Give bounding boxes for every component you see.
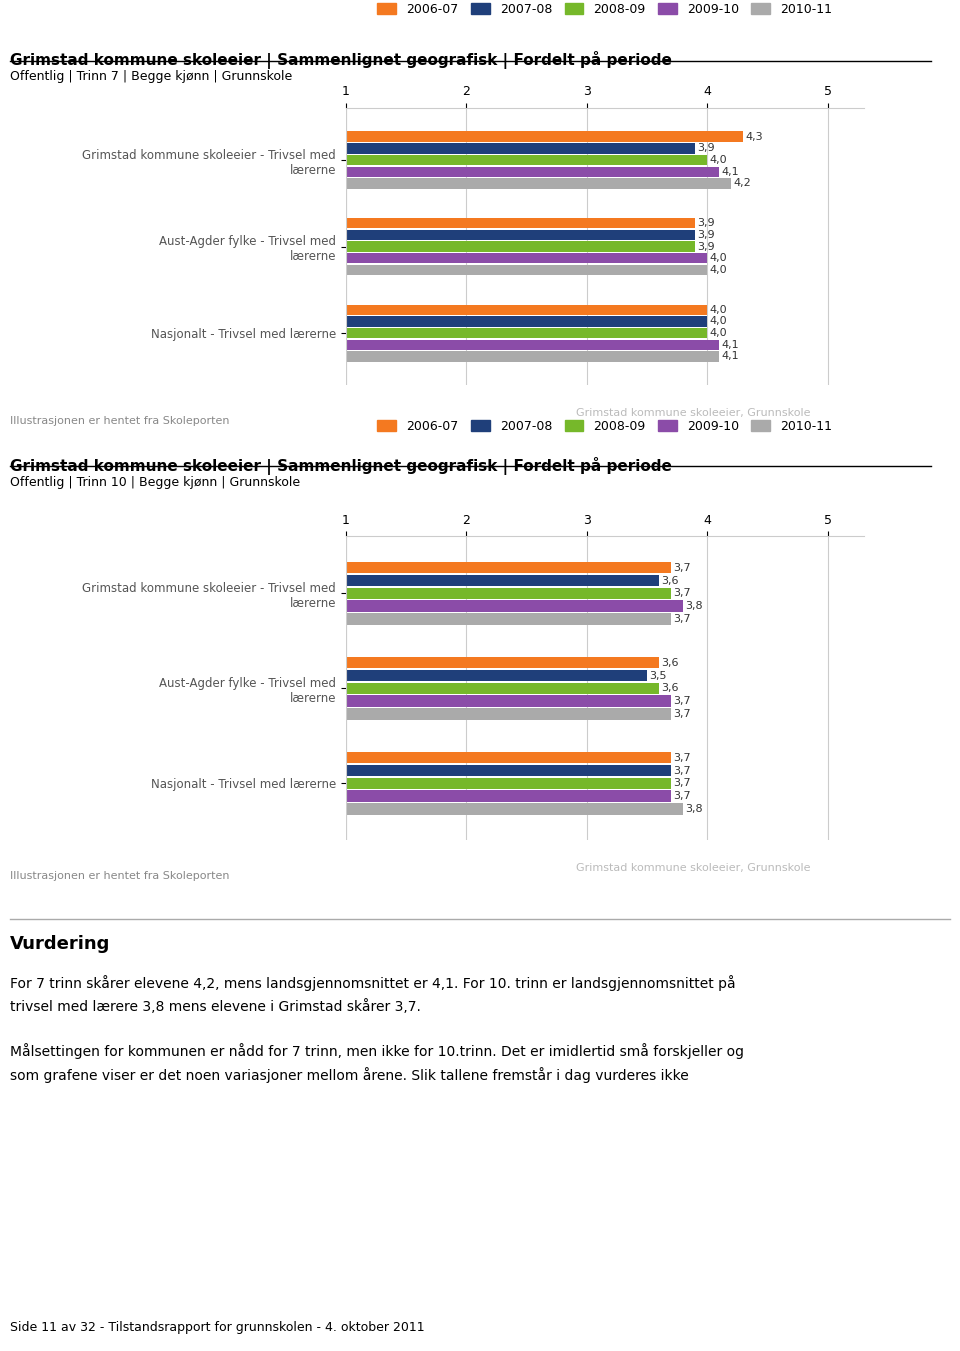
Legend: 2006-07, 2007-08, 2008-09, 2009-10, 2010-11: 2006-07, 2007-08, 2008-09, 2009-10, 2010… <box>372 415 837 438</box>
Bar <box>346 218 695 228</box>
Text: Side 11 av 32 - Tilstandsrapport for grunnskolen - 4. oktober 2011: Side 11 av 32 - Tilstandsrapport for gru… <box>10 1321 424 1335</box>
Bar <box>346 131 743 142</box>
Bar <box>346 574 660 586</box>
Text: Offentlig | Trinn 7 | Begge kjønn | Grunnskole: Offentlig | Trinn 7 | Begge kjønn | Grun… <box>10 70 292 84</box>
Bar <box>346 778 671 789</box>
Text: Offentlig | Trinn 10 | Begge kjønn | Grunnskole: Offentlig | Trinn 10 | Begge kjønn | Gru… <box>10 476 300 489</box>
Text: 4,1: 4,1 <box>722 166 739 177</box>
Text: Grimstad kommune skoleeier | Sammenlignet geografisk | Fordelt på periode: Grimstad kommune skoleeier | Sammenligne… <box>10 51 671 69</box>
Text: 3,8: 3,8 <box>685 601 703 611</box>
Bar <box>346 328 708 338</box>
Text: 3,6: 3,6 <box>661 684 679 693</box>
Text: 4,2: 4,2 <box>733 178 752 188</box>
Text: 3,9: 3,9 <box>698 219 715 228</box>
Text: Vurdering: Vurdering <box>10 935 110 952</box>
Text: Grimstad kommune skoleeier | Sammenlignet geografisk | Fordelt på periode: Grimstad kommune skoleeier | Sammenligne… <box>10 457 671 474</box>
Text: 3,8: 3,8 <box>685 804 703 813</box>
Bar <box>346 708 671 720</box>
Text: Illustrasjonen er hentet fra Skoleporten: Illustrasjonen er hentet fra Skoleporten <box>10 871 229 881</box>
Text: 3,7: 3,7 <box>674 696 691 707</box>
Text: 3,7: 3,7 <box>674 778 691 789</box>
Text: 3,7: 3,7 <box>674 709 691 719</box>
Text: 4,1: 4,1 <box>722 351 739 362</box>
Text: 3,7: 3,7 <box>674 613 691 624</box>
Text: Grimstad kommune skoleeier, Grunnskole: Grimstad kommune skoleeier, Grunnskole <box>576 863 810 873</box>
Bar <box>346 670 647 681</box>
Bar <box>346 682 660 694</box>
Text: 4,1: 4,1 <box>722 340 739 350</box>
Bar <box>346 143 695 154</box>
Bar <box>346 588 671 598</box>
Text: For 7 trinn skårer elevene 4,2, mens landsgjennomsnittet er 4,1. For 10. trinn e: For 7 trinn skårer elevene 4,2, mens lan… <box>10 975 735 1013</box>
Text: 4,0: 4,0 <box>709 316 728 327</box>
Bar <box>346 253 708 263</box>
Text: 3,6: 3,6 <box>661 658 679 667</box>
Text: 3,9: 3,9 <box>698 230 715 240</box>
Text: 3,7: 3,7 <box>674 753 691 763</box>
Text: 3,9: 3,9 <box>698 242 715 251</box>
Text: 3,7: 3,7 <box>674 792 691 801</box>
Bar <box>346 351 719 362</box>
Legend: 2006-07, 2007-08, 2008-09, 2009-10, 2010-11: 2006-07, 2007-08, 2008-09, 2009-10, 2010… <box>372 0 837 22</box>
Bar <box>346 166 719 177</box>
Text: 3,5: 3,5 <box>649 670 667 681</box>
Bar <box>346 242 695 251</box>
Text: 4,0: 4,0 <box>709 155 728 165</box>
Text: 3,6: 3,6 <box>661 576 679 585</box>
Text: 3,7: 3,7 <box>674 563 691 573</box>
Bar <box>346 657 660 669</box>
Bar <box>346 613 671 624</box>
Bar <box>346 804 684 815</box>
Text: 3,9: 3,9 <box>698 143 715 153</box>
Text: Illustrasjonen er hentet fra Skoleporten: Illustrasjonen er hentet fra Skoleporten <box>10 416 229 426</box>
Bar <box>346 316 708 327</box>
Bar <box>346 155 708 165</box>
Bar <box>346 304 708 315</box>
Bar <box>346 696 671 707</box>
Text: 4,0: 4,0 <box>709 328 728 338</box>
Text: Grimstad kommune skoleeier, Grunnskole: Grimstad kommune skoleeier, Grunnskole <box>576 408 810 417</box>
Text: 4,0: 4,0 <box>709 265 728 274</box>
Bar <box>346 765 671 777</box>
Bar <box>346 230 695 240</box>
Bar <box>346 600 684 612</box>
Text: Målsettingen for kommunen er nådd for 7 trinn, men ikke for 10.trinn. Det er imi: Målsettingen for kommunen er nådd for 7 … <box>10 1043 744 1082</box>
Text: 4,3: 4,3 <box>746 131 763 142</box>
Bar <box>346 562 671 573</box>
Text: 4,0: 4,0 <box>709 253 728 263</box>
Text: 3,7: 3,7 <box>674 588 691 598</box>
Bar <box>346 790 671 802</box>
Text: 3,7: 3,7 <box>674 766 691 775</box>
Bar <box>346 339 719 350</box>
Bar <box>346 178 732 189</box>
Bar <box>346 753 671 763</box>
Bar <box>346 265 708 276</box>
Text: 4,0: 4,0 <box>709 305 728 315</box>
